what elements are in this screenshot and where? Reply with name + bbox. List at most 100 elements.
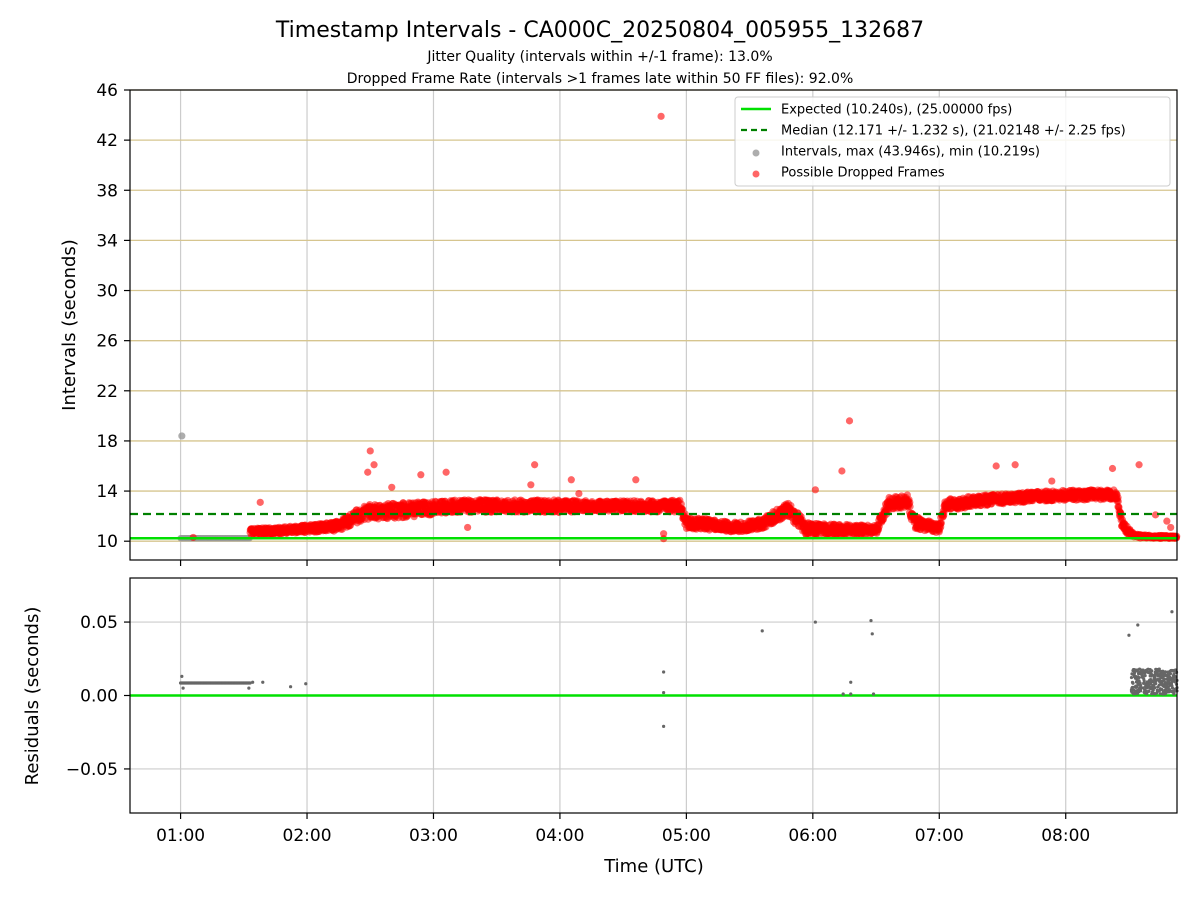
dropped-frame-point (992, 462, 1000, 470)
residual-point (662, 670, 666, 674)
x-tick-label: 06:00 (788, 826, 837, 846)
legend-entry-3: Possible Dropped Frames (781, 166, 945, 181)
residual-point (1131, 681, 1135, 685)
dropped-frame-point (660, 530, 668, 538)
residual-point (849, 680, 853, 684)
residual-point (1130, 685, 1135, 690)
top-y-tick-label: 22 (96, 382, 118, 402)
residual-point (1142, 679, 1146, 683)
bottom-panel-marks (130, 610, 1179, 728)
residual-point (1160, 687, 1164, 692)
dropped-frame-point (364, 468, 372, 476)
chart-subtitle-dropped: Dropped Frame Rate (intervals >1 frames … (347, 71, 854, 87)
bottom-y-tick-label: 0.05 (80, 613, 118, 633)
dropped-frame-point (1135, 461, 1143, 469)
top-y-axis-label: Intervals (seconds) (59, 239, 80, 411)
dropped-frame-point (1108, 464, 1117, 473)
axes-frames (129, 89, 1178, 814)
dropped-frame-point (906, 502, 914, 511)
x-tick-label: 08:00 (1041, 826, 1090, 846)
residual-point (1136, 623, 1140, 627)
residual-point (849, 692, 853, 696)
bottom-y-axis-label: Residuals (seconds) (22, 607, 43, 786)
residual-point (1170, 680, 1174, 684)
residual-point (1151, 688, 1155, 692)
residual-point (1163, 670, 1167, 674)
residual-point (1149, 681, 1153, 686)
x-tick-label: 05:00 (662, 826, 711, 846)
dropped-frame-point (1048, 477, 1056, 485)
residual-point (1147, 689, 1151, 694)
top-y-tick-label: 42 (96, 131, 118, 151)
residual-point (870, 632, 874, 636)
dropped-frame-point (567, 476, 575, 484)
residual-point (1132, 671, 1137, 675)
chart-subtitle-jitter: Jitter Quality (intervals within +/-1 fr… (426, 49, 772, 65)
dropped-frame-point (937, 519, 945, 527)
top-y-tick-label: 26 (96, 332, 118, 352)
residual-point (1162, 677, 1166, 682)
dropped-frame-point (464, 523, 472, 532)
legend: Expected (10.240s), (25.00000 fps) Median… (734, 96, 1171, 187)
legend-intervals-handle (752, 149, 760, 157)
residual-point (288, 685, 293, 689)
x-tick-label: 03:00 (409, 826, 458, 846)
residual-point (1129, 675, 1134, 680)
dropped-frame-point (417, 471, 425, 479)
residual-point (1137, 676, 1141, 680)
dropped-frame-point (442, 468, 450, 476)
residual-point (1138, 681, 1142, 685)
top-y-tick-label: 18 (96, 432, 118, 452)
residual-point (180, 674, 184, 679)
legend-entry-2: Intervals, max (43.946s), min (10.219s) (781, 145, 1040, 160)
residual-point (1153, 675, 1157, 679)
dropped-frame-point (366, 447, 374, 455)
legend-entry-1: Median (12.171 +/- 1.232 s), (21.02148 +… (781, 124, 1126, 139)
residual-point (1154, 681, 1158, 686)
residual-point (1170, 686, 1175, 690)
x-tick-label: 02:00 (283, 826, 332, 846)
dropped-frame-point (531, 461, 539, 469)
legend-dropped-handle (752, 170, 760, 178)
top-y-tick-label: 10 (96, 532, 118, 552)
residual-point (1143, 674, 1147, 678)
x-tick-label: 07:00 (915, 826, 964, 846)
axis-ticks: 10 14 18 22 26 30 34 38 42 46 −0.05 0.00 0.05 01:00 02… (66, 81, 1090, 846)
dropped-frame-point (1114, 497, 1122, 505)
x-axis-label: Time (UTC) (603, 856, 704, 877)
dropped-frame-point (657, 112, 665, 120)
dropped-frame-point (838, 467, 846, 475)
residual-point (1157, 667, 1161, 671)
dropped-frame-point (575, 489, 583, 498)
residual-point (1168, 675, 1172, 679)
x-tick-label: 04:00 (535, 826, 584, 846)
top-y-tick-label: 30 (96, 282, 118, 302)
dropped-frame-point (388, 483, 396, 491)
top-panel-frame (129, 89, 1178, 561)
legend-box (734, 96, 1171, 187)
chart-title: Timestamp Intervals - CA000C_20250804_00… (275, 18, 924, 43)
residual-point (1153, 686, 1157, 690)
dropped-frame-point (1163, 517, 1171, 525)
residual-point (1158, 692, 1162, 696)
dropped-frame-point (1011, 461, 1019, 469)
residual-point (1138, 683, 1143, 687)
dropped-frame-point (845, 417, 854, 425)
top-y-tick-label: 34 (96, 231, 118, 251)
top-y-tick-label: 46 (96, 81, 118, 101)
residual-point (662, 690, 666, 695)
dropped-frame-point (527, 481, 535, 489)
interval-point (178, 432, 186, 440)
x-tick-label: 01:00 (156, 826, 205, 846)
residual-point (1172, 692, 1176, 696)
top-y-tick-label: 38 (96, 181, 118, 201)
bottom-y-tick-label: −0.05 (66, 760, 118, 780)
residual-point (662, 724, 666, 728)
dropped-frame-point (632, 476, 640, 484)
dropped-frame-point (1167, 523, 1175, 532)
residual-point (1168, 672, 1173, 676)
residual-point (869, 618, 873, 623)
dropped-frame-point (256, 498, 264, 506)
dropped-frame-point (811, 486, 819, 494)
